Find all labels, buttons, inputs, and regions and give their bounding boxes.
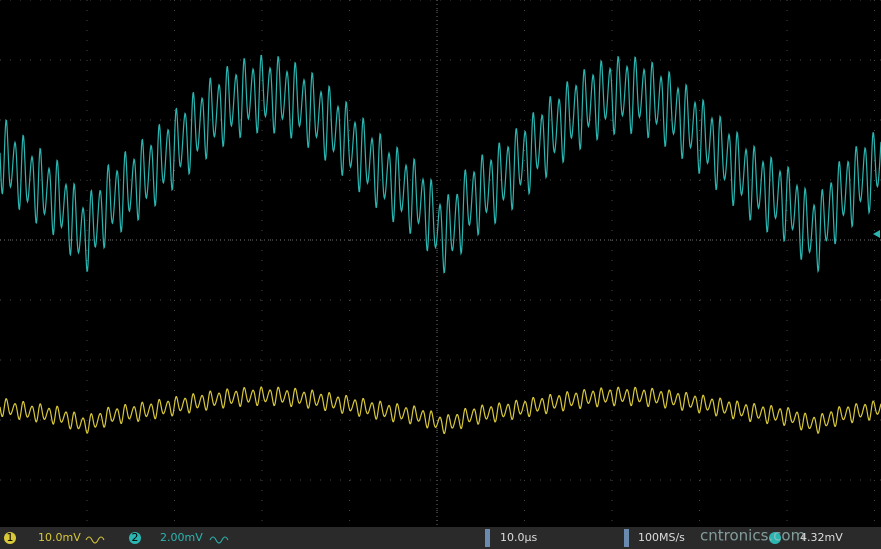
sample-rate: 100MS/s — [638, 531, 685, 544]
status-bar — [0, 527, 881, 549]
watermark: cntronics.com — [700, 527, 805, 545]
divider — [485, 529, 490, 547]
ch1-badge — [4, 532, 16, 544]
ch2-badge — [129, 532, 141, 544]
ch1-bw-icon — [85, 536, 105, 544]
ch2-scale: 2.00mV — [160, 531, 203, 544]
ch1-scale: 10.0mV — [38, 531, 81, 544]
channel-2-marker — [873, 230, 880, 238]
divider — [624, 529, 629, 547]
trigger-level: 4.32mV — [800, 531, 843, 544]
timebase: 10.0µs — [500, 531, 537, 544]
channel-2-trace — [0, 54, 881, 274]
ch1-label: 1 — [7, 531, 14, 544]
ch2-label: 2 — [132, 531, 139, 544]
trigger-source-badge — [769, 532, 781, 544]
screen-background — [0, 0, 881, 527]
channel-1-trace — [0, 386, 881, 435]
ch2-bw-icon — [209, 536, 229, 544]
